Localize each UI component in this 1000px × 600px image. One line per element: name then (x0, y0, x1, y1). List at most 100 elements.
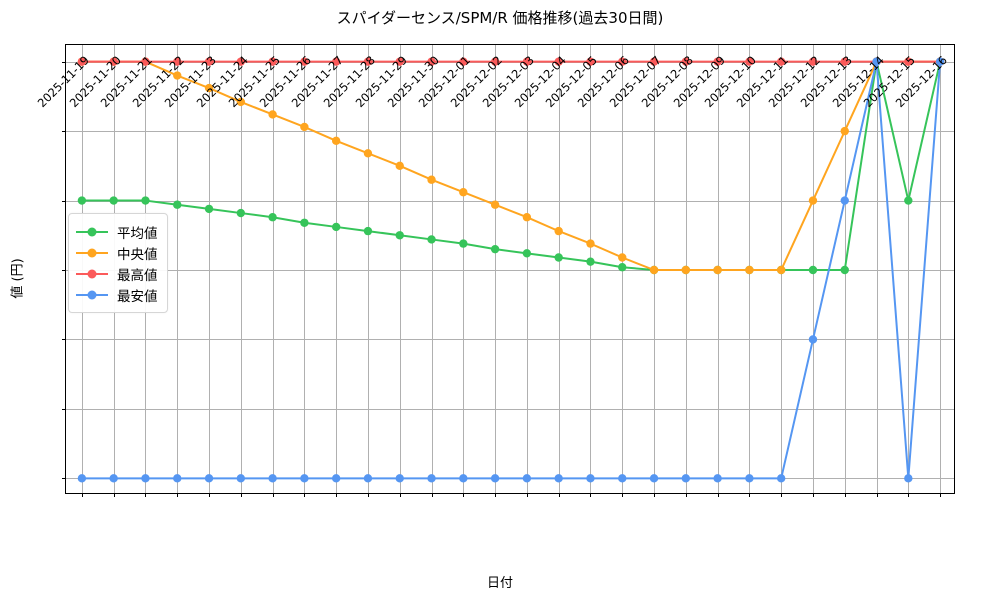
data-point (363, 226, 373, 236)
data-point (490, 474, 500, 483)
data-point (586, 57, 595, 66)
data-point (77, 57, 87, 66)
data-point (776, 474, 786, 483)
y-tick-mark (62, 61, 66, 63)
legend-marker-dot (87, 290, 97, 299)
data-point (904, 57, 913, 66)
data-point (363, 474, 373, 483)
data-point (173, 71, 182, 80)
data-point (427, 474, 436, 483)
series-line-4 (80, 60, 942, 480)
x-tick-mark (717, 493, 719, 497)
gridline-vertical (304, 45, 306, 493)
data-point (300, 122, 309, 132)
y-tick-mark (62, 408, 66, 410)
data-point (522, 213, 532, 222)
y-tick-mark (62, 200, 66, 202)
data-point (808, 57, 818, 66)
data-point (904, 474, 913, 483)
x-tick-mark (908, 493, 910, 497)
gridline-vertical (240, 45, 242, 493)
x-tick-mark (367, 493, 369, 497)
data-point (173, 200, 182, 209)
gridline-vertical (526, 45, 528, 493)
data-point (236, 474, 246, 483)
x-tick-mark (812, 493, 814, 497)
gridline-vertical (908, 45, 910, 493)
data-point (459, 188, 468, 197)
data-point (681, 474, 691, 483)
data-point (236, 97, 246, 107)
y-tick-mark (62, 270, 66, 271)
gridline-vertical (399, 45, 401, 493)
gridline-horizontal (66, 200, 954, 202)
data-point (808, 196, 818, 205)
data-point (776, 57, 786, 66)
legend-label: 中央値 (117, 246, 158, 263)
data-point (395, 161, 404, 171)
legend-item-1[interactable]: 平均値 (76, 221, 158, 242)
legend-marker-dot (87, 269, 97, 278)
legend-item-4[interactable]: 最安値 (76, 284, 158, 305)
data-point (681, 265, 691, 275)
gridline-vertical (463, 45, 465, 493)
data-point (840, 265, 849, 275)
data-point (522, 249, 532, 258)
data-point (427, 175, 436, 184)
legend-label: 最高値 (117, 267, 158, 284)
x-tick-mark (590, 493, 592, 497)
data-point (236, 57, 246, 66)
data-point (459, 239, 468, 248)
data-point (204, 204, 214, 214)
data-point (268, 213, 277, 222)
x-tick-mark (145, 493, 147, 497)
series-canvas (77, 57, 945, 483)
gridline-vertical (177, 45, 179, 493)
data-point (840, 57, 849, 66)
data-point (586, 239, 595, 248)
data-point (331, 474, 341, 483)
series-line-2 (80, 60, 942, 271)
gridline-horizontal (66, 339, 954, 341)
data-point (681, 57, 691, 66)
gridline-vertical (209, 45, 211, 493)
x-tick-mark (209, 493, 211, 497)
data-point (268, 474, 277, 483)
data-point (935, 57, 945, 66)
x-tick-mark (526, 493, 528, 497)
data-point (109, 196, 118, 205)
data-point (776, 265, 786, 275)
gridline-vertical (940, 45, 942, 493)
x-tick-mark (463, 493, 465, 497)
data-point (204, 57, 214, 66)
data-point (141, 474, 150, 483)
legend-item-3[interactable]: 最高値 (76, 263, 158, 284)
data-point (840, 126, 849, 136)
chart-legend: 平均値中央値最高値最安値 (68, 213, 168, 313)
data-point (363, 149, 373, 158)
legend-item-2[interactable]: 中央値 (76, 242, 158, 263)
data-point (331, 57, 341, 66)
data-point (618, 253, 627, 262)
x-tick-mark (940, 493, 942, 497)
x-tick-mark (781, 493, 783, 497)
data-point (395, 57, 404, 66)
gridline-vertical (876, 45, 878, 493)
data-point (268, 110, 277, 119)
data-point (745, 57, 754, 66)
data-point (554, 253, 563, 262)
gridline-vertical (590, 45, 592, 493)
data-point (109, 474, 118, 483)
data-point (554, 57, 563, 66)
y-tick-mark (62, 339, 66, 341)
series-line-1 (80, 60, 942, 271)
legend-line-swatch (76, 269, 108, 278)
legend-label: 最安値 (117, 288, 158, 305)
x-tick-mark (495, 493, 497, 497)
data-point (300, 474, 309, 483)
data-point (204, 83, 214, 93)
x-tick-mark (558, 493, 560, 497)
x-tick-mark (685, 493, 687, 497)
data-point (840, 196, 849, 205)
data-point (713, 474, 722, 483)
